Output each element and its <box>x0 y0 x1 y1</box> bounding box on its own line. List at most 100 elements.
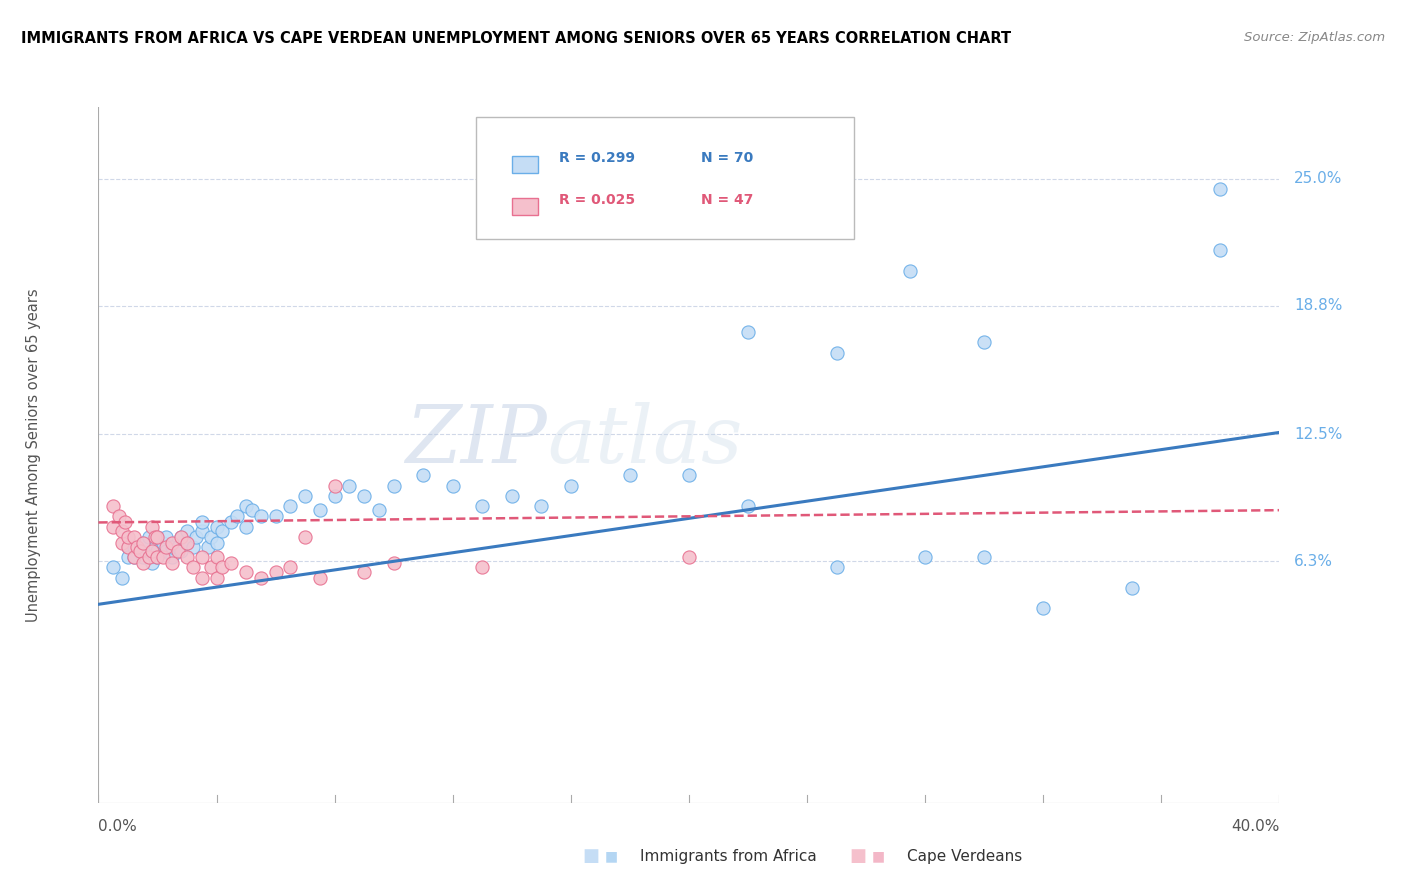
Point <box>309 503 332 517</box>
Point <box>176 536 198 550</box>
Point <box>337 478 360 492</box>
Point <box>323 478 346 492</box>
Point <box>278 560 302 574</box>
Point <box>155 544 177 558</box>
Text: Immigrants from Africa: Immigrants from Africa <box>640 849 817 863</box>
Text: Unemployment Among Seniors over 65 years: Unemployment Among Seniors over 65 years <box>25 288 41 622</box>
Text: 40.0%: 40.0% <box>1232 819 1279 834</box>
Point <box>152 550 174 565</box>
Point <box>678 550 700 565</box>
Point <box>155 540 177 554</box>
Point <box>205 519 228 533</box>
Text: ZIP: ZIP <box>405 402 547 480</box>
Text: 18.8%: 18.8% <box>1294 298 1343 313</box>
Point <box>191 571 214 585</box>
Point <box>914 550 936 565</box>
Point <box>170 530 193 544</box>
Point <box>1121 581 1143 595</box>
Point <box>122 550 145 565</box>
Point <box>141 519 163 533</box>
Point <box>132 536 155 550</box>
Point <box>146 544 169 558</box>
Point <box>471 499 494 513</box>
Point <box>162 550 183 565</box>
Point <box>441 478 464 492</box>
Point <box>501 489 523 503</box>
Point <box>111 536 134 550</box>
Text: atlas: atlas <box>547 402 742 480</box>
Point <box>132 544 155 558</box>
Point <box>152 536 174 550</box>
Text: ■: ■ <box>872 849 886 863</box>
Point <box>162 540 183 554</box>
Point <box>973 550 995 565</box>
FancyBboxPatch shape <box>477 118 855 239</box>
Point <box>412 468 434 483</box>
Text: Cape Verdeans: Cape Verdeans <box>907 849 1022 863</box>
Point <box>323 489 346 503</box>
Point <box>530 499 553 513</box>
Point <box>167 540 190 554</box>
Point <box>382 478 405 492</box>
Point <box>132 550 155 565</box>
Point <box>973 335 995 350</box>
Point <box>825 345 848 359</box>
Point <box>211 560 233 574</box>
Point <box>146 550 169 565</box>
Point <box>560 478 582 492</box>
Point <box>737 499 759 513</box>
Point <box>122 540 145 554</box>
Text: R = 0.299: R = 0.299 <box>560 151 636 165</box>
Point <box>191 516 214 530</box>
Point <box>235 565 257 579</box>
Point <box>128 544 150 558</box>
Point <box>162 536 183 550</box>
Point <box>117 540 139 554</box>
Point <box>108 509 131 524</box>
Text: 0.0%: 0.0% <box>98 819 138 834</box>
Point <box>181 540 204 554</box>
Point <box>235 499 257 513</box>
Point <box>117 530 139 544</box>
Text: ■: ■ <box>849 847 866 865</box>
Point <box>264 509 287 524</box>
Point <box>235 519 257 533</box>
Point <box>167 544 190 558</box>
Point <box>197 540 219 554</box>
Point <box>111 524 134 538</box>
Point <box>141 550 163 565</box>
Text: ■: ■ <box>605 849 619 863</box>
Point <box>619 468 641 483</box>
Point <box>1032 601 1054 615</box>
Point <box>170 530 193 544</box>
Point <box>176 524 198 538</box>
Point <box>111 571 134 585</box>
Point <box>205 550 228 565</box>
Point <box>138 530 160 544</box>
Point <box>146 550 169 565</box>
Point <box>205 536 228 550</box>
Point <box>353 489 375 503</box>
Text: 12.5%: 12.5% <box>1294 427 1343 442</box>
Point <box>184 530 207 544</box>
Point <box>825 560 848 574</box>
Point <box>368 503 391 517</box>
Point <box>200 560 222 574</box>
Point <box>155 530 177 544</box>
Point <box>103 560 125 574</box>
FancyBboxPatch shape <box>512 156 537 173</box>
Point <box>132 557 155 571</box>
Text: Source: ZipAtlas.com: Source: ZipAtlas.com <box>1244 31 1385 45</box>
Point <box>125 540 148 554</box>
Text: N = 70: N = 70 <box>700 151 754 165</box>
Point <box>219 557 242 571</box>
Point <box>382 557 405 571</box>
Point <box>219 516 242 530</box>
Point <box>250 509 273 524</box>
Point <box>138 550 160 565</box>
Point <box>226 509 249 524</box>
Point <box>678 468 700 483</box>
FancyBboxPatch shape <box>512 198 537 215</box>
Text: IMMIGRANTS FROM AFRICA VS CAPE VERDEAN UNEMPLOYMENT AMONG SENIORS OVER 65 YEARS : IMMIGRANTS FROM AFRICA VS CAPE VERDEAN U… <box>21 31 1011 46</box>
Point <box>240 503 263 517</box>
